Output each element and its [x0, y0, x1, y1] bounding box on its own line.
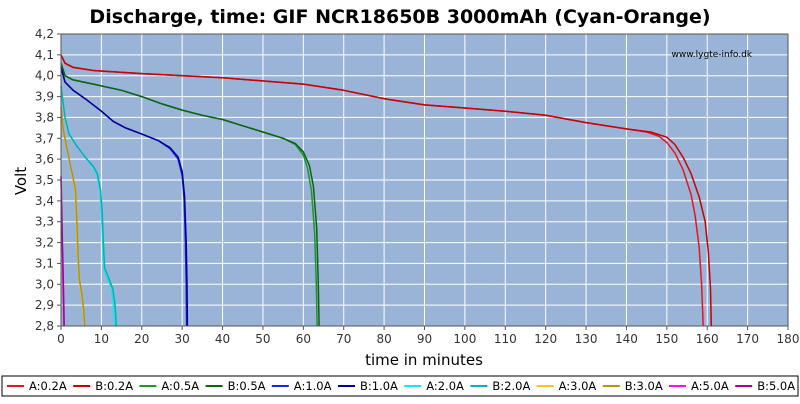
- x-tick-label: 110: [494, 332, 517, 346]
- y-tick-label: 3,6: [35, 152, 54, 166]
- legend-label: B:2.0A: [492, 379, 530, 393]
- y-tick-label: 4,0: [35, 69, 54, 83]
- x-axis-label: time in minutes: [365, 351, 483, 369]
- series-line-b-0-2a: [60, 54, 713, 327]
- legend-label: B:1.0A: [360, 379, 398, 393]
- x-tick-label: 150: [655, 332, 678, 346]
- legend-label: A:1.0A: [294, 379, 332, 393]
- x-tick-label: 10: [94, 332, 109, 346]
- y-tick-label: 2,9: [35, 298, 54, 312]
- y-tick-label: 2,8: [35, 319, 54, 333]
- y-tick-label: 3,3: [35, 215, 54, 229]
- series-line-b-1-0a: [60, 67, 189, 327]
- y-axis-label: Volt: [12, 167, 30, 195]
- series-line-b-3-0a: [60, 106, 86, 327]
- y-tick-label: 3,1: [35, 256, 54, 270]
- x-tick-label: 0: [57, 332, 65, 346]
- legend-label: B:0.5A: [228, 379, 266, 393]
- x-tick-label: 100: [453, 332, 476, 346]
- legend-label: A:0.5A: [161, 379, 199, 393]
- legend-box: [1, 375, 799, 397]
- y-tick-label: 3,8: [35, 110, 54, 124]
- x-tick-label: 130: [575, 332, 598, 346]
- legend-label: A:5.0A: [691, 379, 729, 393]
- y-tick-label: 4,1: [35, 48, 54, 62]
- x-tick-label: 120: [534, 332, 557, 346]
- legend-label: B:0.2A: [95, 379, 133, 393]
- series-line-b-0-5a: [60, 62, 320, 327]
- y-tick-label: 3,0: [35, 277, 54, 291]
- x-tick-label: 170: [736, 332, 759, 346]
- x-tick-label: 40: [215, 332, 230, 346]
- grid-lines: [57, 33, 789, 330]
- series-line-b-5-0a: [60, 175, 65, 327]
- legend-label: B:3.0A: [625, 379, 663, 393]
- x-tick-label: 160: [696, 332, 719, 346]
- legend: A:0.2A B:0.2A A:0.5A B:0.5A A:1.0A B:1.0A A:2.…: [1, 375, 799, 397]
- y-tick-label: 3,2: [35, 236, 54, 250]
- series-line-b-2-0a: [60, 86, 118, 327]
- x-tick-label: 60: [296, 332, 311, 346]
- y-tick-label: 4,2: [35, 27, 54, 41]
- y-tick-label: 3,4: [35, 194, 54, 208]
- series-lines: [60, 54, 713, 327]
- x-tick-label: 180: [777, 332, 800, 346]
- legend-label: A:0.2A: [29, 379, 67, 393]
- x-tick-label: 70: [336, 332, 351, 346]
- x-tick-label: 30: [175, 332, 190, 346]
- x-tick-label: 20: [134, 332, 149, 346]
- x-tick-label: 90: [417, 332, 432, 346]
- legend-label: A:3.0A: [559, 379, 597, 393]
- legend-label: A:2.0A: [426, 379, 464, 393]
- tick-labels: 0 10 20 30 40 50 60 70 80 90 100 110 120 130 140 150 160…: [35, 27, 800, 346]
- legend-label: B:5.0A: [757, 379, 795, 393]
- x-tick-label: 80: [376, 332, 391, 346]
- x-tick-label: 140: [615, 332, 638, 346]
- y-tick-label: 3,9: [35, 90, 54, 104]
- chart-title: Discharge, time: GIF NCR18650B 3000mAh (…: [89, 6, 710, 28]
- y-tick-label: 3,5: [35, 173, 54, 187]
- x-tick-label: 50: [255, 332, 270, 346]
- watermark: www.lygte-info.dk: [672, 50, 753, 60]
- plot-frame: [60, 33, 789, 327]
- y-tick-label: 3,7: [35, 131, 54, 145]
